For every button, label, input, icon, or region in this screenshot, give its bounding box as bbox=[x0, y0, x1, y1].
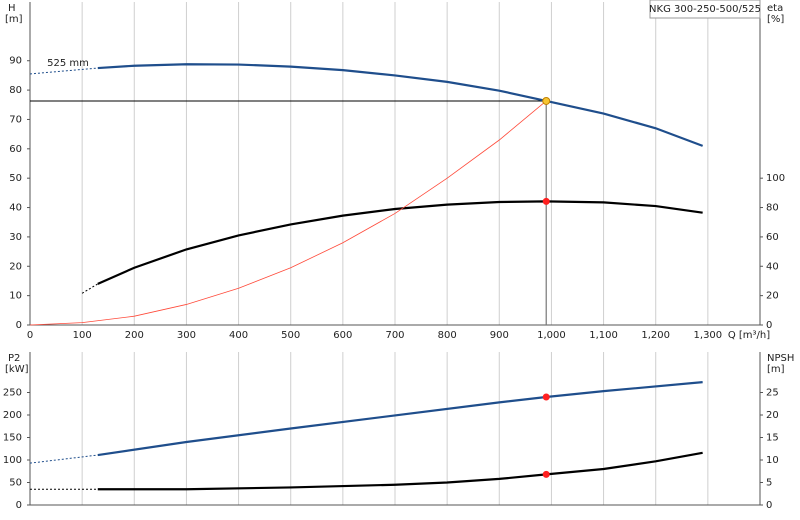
chart-title: NKG 300-250-500/525 bbox=[649, 4, 761, 15]
duty-marker bbox=[542, 197, 550, 205]
duty-marker bbox=[542, 96, 551, 105]
y-tick-label: 100 bbox=[3, 455, 22, 466]
curve bbox=[97, 200, 703, 285]
y-tick-label: 200 bbox=[3, 410, 22, 421]
x-tick-label: 200 bbox=[125, 330, 144, 341]
y-tick-label: 10 bbox=[9, 291, 22, 302]
y-axis-unit: [m] bbox=[5, 14, 23, 25]
y-tick-label: 20 bbox=[9, 261, 22, 272]
x-tick-label: 1,300 bbox=[694, 330, 723, 341]
x-tick-label: 700 bbox=[385, 330, 404, 341]
y2-axis-label: NPSH bbox=[767, 353, 794, 364]
curve bbox=[97, 63, 704, 147]
y-tick-label: 50 bbox=[9, 478, 22, 489]
y2-tick-label: 60 bbox=[766, 232, 779, 243]
y2-tick-label: 20 bbox=[766, 410, 779, 421]
y2-tick-label: 10 bbox=[766, 455, 779, 466]
y2-tick-label: 0 bbox=[766, 320, 772, 331]
y-tick-label: 70 bbox=[9, 114, 22, 125]
y2-tick-label: 80 bbox=[766, 203, 779, 214]
curve bbox=[29, 67, 98, 75]
y-tick-label: 150 bbox=[3, 433, 22, 444]
x-tick-label: 1,100 bbox=[589, 330, 618, 341]
y2-axis-unit: [m] bbox=[767, 364, 785, 375]
y-tick-label: 0 bbox=[16, 500, 22, 511]
curve bbox=[29, 100, 547, 326]
x-tick-label: 1,200 bbox=[641, 330, 670, 341]
curve bbox=[81, 283, 99, 294]
y2-tick-label: 40 bbox=[766, 261, 779, 272]
y-tick-label: 60 bbox=[9, 144, 22, 155]
y-axis-label: P2 bbox=[8, 353, 20, 364]
y-axis-label: H bbox=[8, 3, 16, 14]
y-axis-unit: [kW] bbox=[5, 364, 29, 375]
annotation: 525 mm bbox=[47, 58, 89, 69]
y2-tick-label: 0 bbox=[766, 500, 772, 511]
y-tick-label: 40 bbox=[9, 203, 22, 214]
y2-tick-label: 25 bbox=[766, 388, 779, 399]
x-tick-label: 800 bbox=[438, 330, 457, 341]
x-tick-label: 400 bbox=[229, 330, 248, 341]
x-tick-label: 900 bbox=[490, 330, 509, 341]
x-tick-label: 0 bbox=[27, 330, 33, 341]
y-tick-label: 50 bbox=[9, 173, 22, 184]
duty-marker bbox=[542, 470, 550, 478]
y-tick-label: 0 bbox=[16, 320, 22, 331]
y2-axis-unit: [%] bbox=[767, 14, 784, 25]
y2-tick-label: 15 bbox=[766, 433, 779, 444]
y2-tick-label: 100 bbox=[766, 173, 785, 184]
x-tick-label: 600 bbox=[333, 330, 352, 341]
x-tick-label: 500 bbox=[281, 330, 300, 341]
y-tick-label: 90 bbox=[9, 56, 22, 67]
curve bbox=[29, 454, 98, 464]
x-tick-label: 100 bbox=[73, 330, 92, 341]
y2-tick-label: 20 bbox=[766, 291, 779, 302]
duty-marker bbox=[542, 393, 550, 401]
title-box bbox=[649, 0, 761, 19]
y-tick-label: 80 bbox=[9, 85, 22, 96]
curve bbox=[97, 451, 703, 491]
y-tick-label: 30 bbox=[9, 232, 22, 243]
y2-tick-label: 5 bbox=[766, 478, 772, 489]
x-axis-label: Q [m³/h] bbox=[728, 330, 770, 341]
y2-axis-label: eta bbox=[767, 3, 783, 14]
curve bbox=[97, 381, 703, 457]
y-tick-label: 250 bbox=[3, 388, 22, 399]
x-tick-label: 300 bbox=[177, 330, 196, 341]
x-tick-label: 1,000 bbox=[537, 330, 566, 341]
